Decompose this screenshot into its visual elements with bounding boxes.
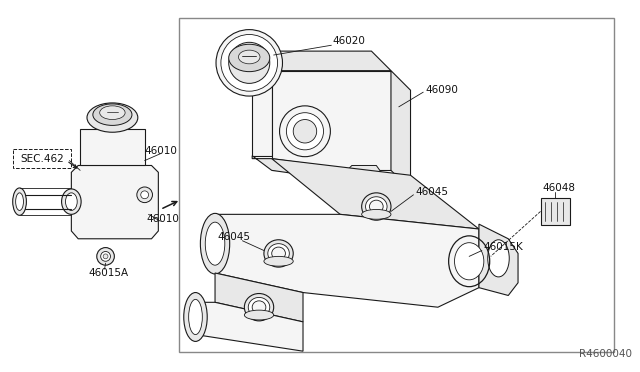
Bar [179, 18, 614, 352]
Ellipse shape [244, 294, 274, 321]
Ellipse shape [97, 248, 115, 265]
Ellipse shape [93, 104, 132, 125]
Text: SEC.462: SEC.462 [20, 154, 64, 164]
Polygon shape [541, 198, 570, 225]
Ellipse shape [61, 189, 81, 214]
Ellipse shape [272, 247, 285, 260]
Text: 46020: 46020 [332, 36, 365, 46]
Ellipse shape [13, 188, 26, 215]
Ellipse shape [15, 193, 24, 211]
Ellipse shape [365, 197, 387, 216]
Ellipse shape [454, 243, 484, 280]
Ellipse shape [248, 298, 270, 317]
Ellipse shape [293, 119, 317, 143]
Polygon shape [479, 224, 518, 295]
Ellipse shape [264, 256, 293, 266]
Polygon shape [272, 71, 391, 170]
Ellipse shape [286, 113, 324, 150]
Ellipse shape [189, 299, 202, 334]
Ellipse shape [65, 193, 77, 211]
Ellipse shape [205, 222, 225, 265]
Polygon shape [215, 273, 303, 322]
Polygon shape [347, 166, 381, 188]
Ellipse shape [100, 251, 111, 261]
Ellipse shape [239, 50, 260, 64]
Ellipse shape [280, 106, 330, 157]
Ellipse shape [264, 240, 293, 267]
Text: 46015A: 46015A [88, 268, 128, 278]
Text: 46015K: 46015K [484, 241, 524, 251]
Ellipse shape [137, 187, 152, 203]
Text: 46048: 46048 [543, 183, 575, 193]
Polygon shape [272, 158, 479, 229]
Ellipse shape [216, 30, 282, 96]
Text: R4600040: R4600040 [579, 349, 632, 359]
Polygon shape [195, 302, 303, 351]
Ellipse shape [221, 35, 278, 91]
Text: 46045: 46045 [217, 232, 250, 242]
Ellipse shape [369, 200, 383, 213]
Ellipse shape [184, 292, 207, 341]
Text: 46045: 46045 [415, 187, 449, 197]
Ellipse shape [103, 254, 108, 259]
Ellipse shape [362, 193, 391, 220]
Polygon shape [71, 166, 158, 239]
Ellipse shape [252, 301, 266, 314]
Ellipse shape [87, 103, 138, 132]
Ellipse shape [141, 191, 148, 199]
Polygon shape [215, 214, 479, 307]
Ellipse shape [362, 209, 391, 219]
Polygon shape [80, 129, 145, 166]
Ellipse shape [100, 106, 125, 119]
Polygon shape [252, 156, 410, 190]
Ellipse shape [268, 244, 289, 263]
Ellipse shape [488, 240, 509, 277]
Text: 46090: 46090 [425, 85, 458, 95]
Text: 46010: 46010 [145, 146, 177, 156]
Text: 46010: 46010 [147, 214, 179, 224]
Ellipse shape [228, 44, 270, 72]
Ellipse shape [244, 310, 274, 320]
Ellipse shape [228, 42, 270, 83]
Ellipse shape [200, 214, 230, 274]
Polygon shape [391, 71, 410, 190]
Polygon shape [252, 51, 391, 71]
Polygon shape [252, 71, 272, 156]
